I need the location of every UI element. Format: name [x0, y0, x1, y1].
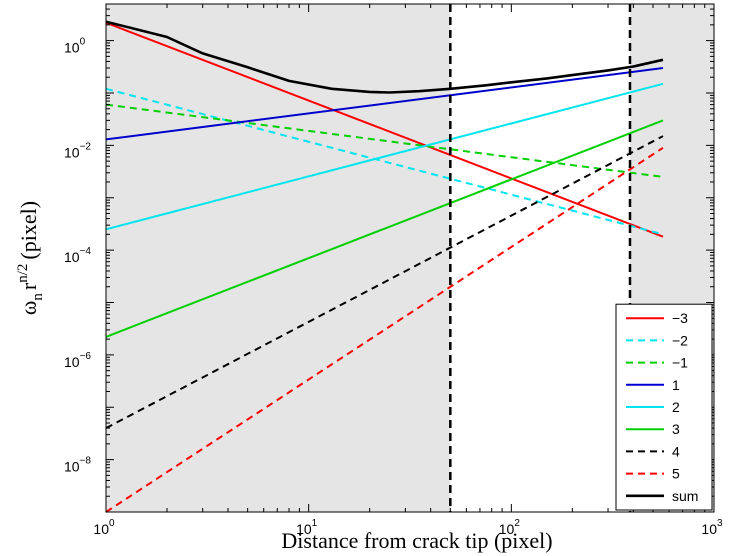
- legend-label-8: 5: [672, 466, 680, 482]
- legend-label-3: −1: [672, 355, 688, 371]
- legend-label-2: −2: [672, 332, 688, 348]
- series-line-9: [105, 20, 664, 94]
- series-line-7: [105, 135, 664, 429]
- y-tick-label-3: 10−4: [64, 246, 91, 265]
- plot-area: [105, 4, 714, 513]
- y-axis-label-omega: ω: [16, 301, 41, 315]
- y-tick-label-2: 10−2: [64, 141, 91, 160]
- legend-label-4: 1: [672, 377, 680, 393]
- x-tick-label-4: 103: [701, 518, 723, 537]
- legend-label-1: −3: [672, 310, 688, 326]
- y-axis-label-sup: n/2: [15, 264, 31, 283]
- legend-label-5: 2: [672, 399, 680, 415]
- x-tick-label-1: 100: [93, 518, 115, 537]
- y-tick-label-1: 100: [64, 37, 86, 56]
- x-tick-label-2: 101: [296, 518, 318, 537]
- legend-label-6: 3: [672, 421, 680, 437]
- legend: −3 −2 −1 1 2 3 4 5 sum: [615, 303, 713, 511]
- series-line-1: [105, 21, 664, 238]
- series-line-6: [105, 119, 664, 338]
- legend-label-7: 4: [672, 443, 680, 459]
- series-line-8: [105, 146, 664, 513]
- y-tick-label-5: 10−8: [64, 456, 91, 475]
- y-axis-label: ωnrn/2 (pixel): [15, 201, 46, 315]
- series-line-5: [105, 82, 664, 231]
- y-axis-label-r: r: [16, 282, 41, 290]
- y-axis-label-unit: (pixel): [16, 201, 41, 260]
- legend-label-9: sum: [672, 488, 698, 504]
- shaded-region-1: [106, 4, 451, 512]
- x-axis-label: Distance from crack tip (pixel): [281, 528, 552, 553]
- axes: 100 101 102 103 100 10−2 10−4 10−6 10−8: [64, 3, 723, 537]
- y-tick-label-4: 10−6: [64, 351, 91, 370]
- y-axis-label-sub: n: [30, 293, 46, 301]
- series-line-3: [105, 103, 664, 178]
- series-line-4: [105, 67, 664, 141]
- x-tick-label-3: 102: [499, 518, 521, 537]
